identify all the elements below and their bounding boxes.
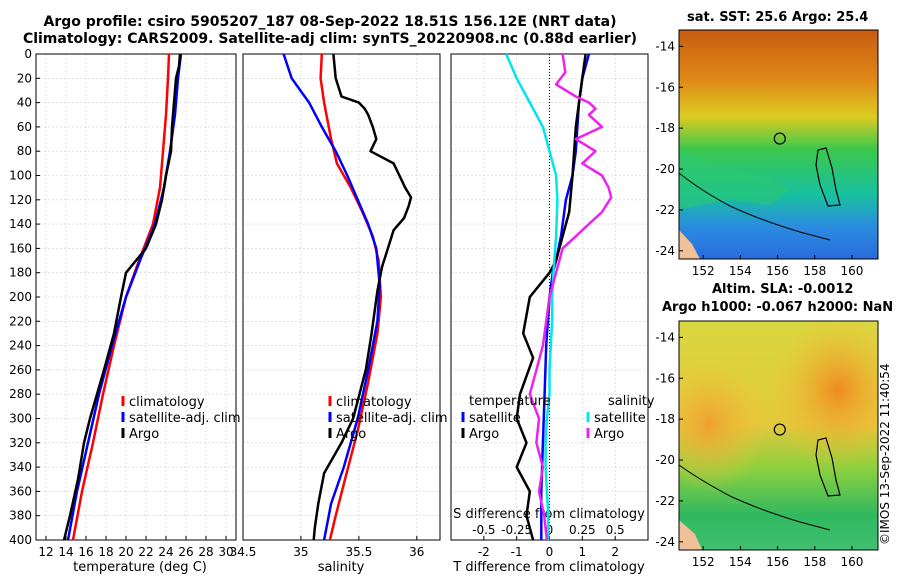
temperature-ytick-label: 200 — [9, 290, 32, 304]
temperature-series-line — [62, 53, 182, 541]
temperature-xtick-label: 22 — [138, 545, 153, 559]
temperature-series-line — [66, 53, 183, 541]
differences-legend-label: satellite — [594, 411, 646, 426]
temperature-ytick-label: 360 — [9, 484, 32, 498]
temperature-xtick-label: 20 — [118, 545, 133, 559]
salinity-legend-label: Argo — [336, 427, 366, 442]
salinity-frame — [242, 53, 441, 541]
differences-legend-title-salinity: salinity — [608, 394, 655, 409]
salinity-xtick-label: 35.5 — [346, 545, 373, 559]
salinity-xtick-label: 34.5 — [230, 545, 257, 559]
temperature-xtick-label: 14 — [58, 545, 73, 559]
temperature-ytick-label: 220 — [9, 314, 32, 328]
temperature-panel: temperature (deg C) 12 14 16 18 20 22 24 26 28 30… — [9, 47, 241, 575]
differences-x2tick-label: -0.25 — [501, 523, 532, 537]
sla-map-title-line-1: Altim. SLA: -0.0012 — [712, 282, 854, 297]
temperature-ytick-label: 100 — [9, 169, 32, 183]
temperature-ytick-label: 40 — [17, 96, 32, 110]
salinity-xtick-label: 35 — [293, 545, 308, 559]
temperature-ytick-label: 140 — [9, 217, 32, 231]
temperature-xtick-label: 26 — [178, 545, 193, 559]
temperature-legend-label: Argo — [129, 427, 159, 442]
differences-legend-label: satellite — [469, 411, 521, 426]
temperature-ytick-label: 300 — [9, 412, 32, 426]
salinity-series-line — [282, 53, 381, 541]
temperature-legend-label: satellite-adj. clim — [129, 411, 241, 426]
temperature-ytick-label: 260 — [9, 363, 32, 377]
temperature-ytick-label: 120 — [9, 193, 32, 207]
temperature-ytick-label: 320 — [9, 436, 32, 450]
differences-xtick-label: 1 — [579, 545, 587, 559]
temperature-xtick-label: 18 — [98, 545, 113, 559]
temperature-ytick-label: 160 — [9, 241, 32, 255]
temperature-xtick-label: 12 — [38, 545, 53, 559]
temperature-ytick-label: 400 — [9, 533, 32, 547]
salinity-xlabel: salinity — [318, 560, 365, 575]
sla-map-title-line-2: Argo h1000: -0.067 h2000: NaN — [662, 300, 894, 315]
temperature-ytick-label: 60 — [17, 120, 32, 134]
differences-x2tick-label: 0 — [546, 523, 554, 537]
temperature-ytick-label: 380 — [9, 509, 32, 523]
differences-x2tick-label: -0.5 — [472, 523, 495, 537]
figure-title-line-2: Climatology: CARS2009. Satellite-adj cli… — [22, 31, 638, 47]
differences-legend-title-temperature: temperature — [469, 394, 551, 409]
temperature-xlabel: temperature (deg C) — [73, 560, 207, 575]
salinity-legend-label: climatology — [336, 395, 412, 410]
differences-xtick-label: 0 — [546, 545, 554, 559]
temperature-ytick-label: 0 — [24, 47, 32, 61]
figure-title-line-1: Argo profile: csiro 5905207_187 08-Sep-2… — [43, 14, 617, 30]
sst-map-title: sat. SST: 25.6 Argo: 25.4 — [687, 10, 869, 25]
salinity-panel: salinity 34.5 35 35.5 36 climatologysatellit… — [230, 53, 448, 575]
temperature-ytick-label: 180 — [9, 266, 32, 280]
salinity-series-line — [312, 53, 413, 541]
differences-xtick-label: -2 — [478, 545, 490, 559]
temperature-ytick-label: 20 — [17, 71, 32, 85]
difference-panel: T difference from climatology S differen… — [450, 53, 655, 575]
salinity-legend-label: satellite-adj. clim — [336, 411, 448, 426]
temperature-legend-label: climatology — [129, 395, 205, 410]
differences-legend-label: Argo — [469, 427, 499, 442]
imos-watermark: ©IMOS 13-Sep-2022 11:40:54 — [878, 363, 892, 545]
temperature-xtick-label: 28 — [198, 545, 213, 559]
temperature-xtick-label: 16 — [78, 545, 93, 559]
differences-legend-label: Argo — [594, 427, 624, 442]
temperature-ytick-label: 80 — [17, 144, 32, 158]
differences-series-line — [528, 53, 613, 541]
differences-x2tick-label: 0.5 — [606, 523, 625, 537]
differences-xtick-label: 2 — [611, 545, 619, 559]
temperature-xtick-label: 24 — [158, 545, 173, 559]
temperature-ytick-label: 280 — [9, 387, 32, 401]
temperature-xtick-label: 30 — [218, 545, 233, 559]
differences-x2tick-label: 0.25 — [569, 523, 596, 537]
temperature-ytick-label: 340 — [9, 460, 32, 474]
temperature-ytick-label: 240 — [9, 339, 32, 353]
differences-series-line — [505, 53, 559, 540]
differences-series-line — [515, 53, 587, 541]
differences-xtick-label: -1 — [511, 545, 523, 559]
salinity-xtick-label: 36 — [409, 545, 424, 559]
t-difference-xlabel: T difference from climatology — [452, 560, 645, 575]
